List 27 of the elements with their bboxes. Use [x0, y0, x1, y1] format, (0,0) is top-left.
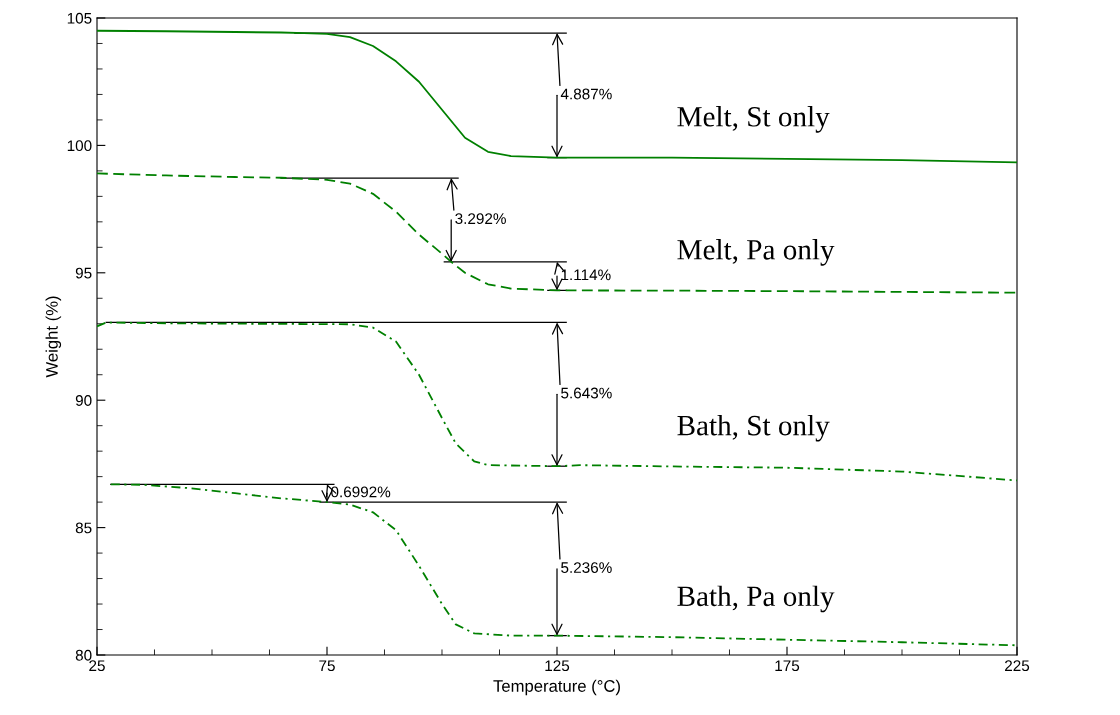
x-axis-title: Temperature (°C)	[493, 679, 620, 696]
y-tick-label: 85	[75, 522, 92, 534]
y-tick-label: 90	[75, 395, 92, 406]
y-tick-label: 100	[67, 140, 92, 152]
x-tick-label: 75	[319, 660, 335, 672]
annotation: 3.292%	[455, 213, 506, 225]
x-tick-label: 175	[775, 660, 800, 672]
line-series	[97, 29, 1017, 164]
y-axis-title: Weight (%)	[45, 296, 62, 378]
y-tick-label: 95	[75, 267, 92, 279]
annotation: 5.643%	[561, 387, 612, 399]
line-series	[97, 172, 1017, 294]
annotation: 0.6992%	[331, 486, 391, 498]
x-tick-label: 125	[545, 660, 570, 672]
annotation: 4.887%	[560, 88, 612, 100]
series-label: Melt, Pa only	[677, 239, 835, 266]
series-label: Melt, St only	[677, 106, 830, 133]
line-series	[109, 483, 1017, 647]
y-tick-label: 105	[67, 12, 92, 24]
annotation: 1.114%	[561, 269, 611, 281]
series-label: Bath, Pa only	[677, 585, 835, 613]
y-tick-label: 80	[75, 649, 92, 661]
line-series	[97, 321, 1017, 482]
x-tick-label: 25	[89, 660, 105, 672]
x-tick-label: 225	[1005, 660, 1030, 672]
annotation: 5.236%	[561, 562, 612, 573]
series-label: Bath, St only	[677, 414, 830, 442]
